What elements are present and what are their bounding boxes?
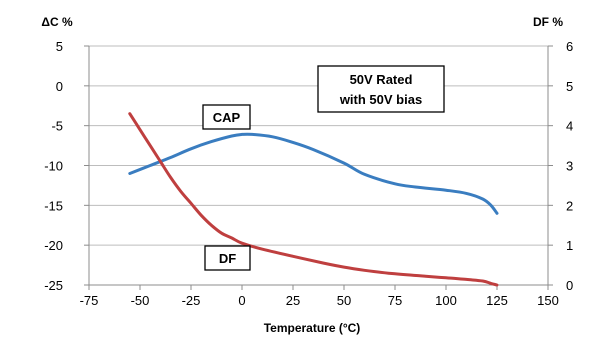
df-label: DF bbox=[219, 251, 236, 266]
y-right-tick-label-4: 2 bbox=[566, 198, 573, 213]
y-right-tick-labels: 6 5 4 3 2 1 0 bbox=[548, 39, 573, 293]
x-tick-label-4: 25 bbox=[286, 293, 300, 308]
y-right-tick-label-5: 1 bbox=[566, 238, 573, 253]
x-tick-label-2: -25 bbox=[182, 293, 201, 308]
rating-annotation-box: 50V Rated with 50V bias bbox=[317, 65, 445, 113]
x-tick-label-9: 150 bbox=[537, 293, 559, 308]
y-right-tick-label-3: 3 bbox=[566, 159, 573, 174]
y-right-axis-title: DF % bbox=[533, 15, 563, 29]
rating-line-1: 50V Rated bbox=[350, 72, 413, 87]
cap-series-line bbox=[128, 132, 499, 215]
x-tick-label-0: -75 bbox=[80, 293, 99, 308]
cap-label-box: CAP bbox=[202, 104, 251, 130]
y-left-tick-label-4: -15 bbox=[44, 198, 63, 213]
cap-label: CAP bbox=[213, 110, 241, 125]
x-tick-label-7: 100 bbox=[435, 293, 457, 308]
y-right-tick-label-2: 4 bbox=[566, 119, 573, 134]
rating-box-frame bbox=[317, 65, 445, 113]
x-axis-title: Temperature (°C) bbox=[264, 321, 361, 335]
y-left-tick-label-1: 0 bbox=[56, 79, 63, 94]
y-left-tick-label-6: -25 bbox=[44, 278, 63, 293]
y-left-tick-labels: 5 0 -5 -10 -15 -20 -25 bbox=[44, 39, 89, 293]
x-tick-label-5: 50 bbox=[337, 293, 351, 308]
y-right-tick-label-6: 0 bbox=[566, 278, 573, 293]
x-tick-label-1: -50 bbox=[131, 293, 150, 308]
x-tick-label-3: 0 bbox=[238, 293, 245, 308]
y-left-axis-title: ΔC % bbox=[41, 15, 73, 29]
y-right-tick-label-0: 6 bbox=[566, 39, 573, 54]
y-left-tick-label-3: -10 bbox=[44, 159, 63, 174]
x-tick-labels: -75 -50 -25 0 25 50 75 100 125 150 bbox=[80, 285, 559, 308]
df-label-box: DF bbox=[204, 245, 251, 271]
df-series-line bbox=[128, 112, 499, 287]
y-left-tick-label-2: -5 bbox=[51, 119, 63, 134]
rating-line-2: with 50V bias bbox=[339, 92, 422, 107]
y-right-tick-label-1: 5 bbox=[566, 79, 573, 94]
y-left-tick-label-5: -20 bbox=[44, 238, 63, 253]
y-left-tick-label-0: 5 bbox=[56, 39, 63, 54]
df-label-frame bbox=[204, 245, 251, 271]
x-tick-label-6: 75 bbox=[388, 293, 402, 308]
x-tick-label-8: 125 bbox=[486, 293, 508, 308]
series-lines bbox=[128, 112, 499, 287]
cap-label-frame bbox=[202, 104, 251, 130]
